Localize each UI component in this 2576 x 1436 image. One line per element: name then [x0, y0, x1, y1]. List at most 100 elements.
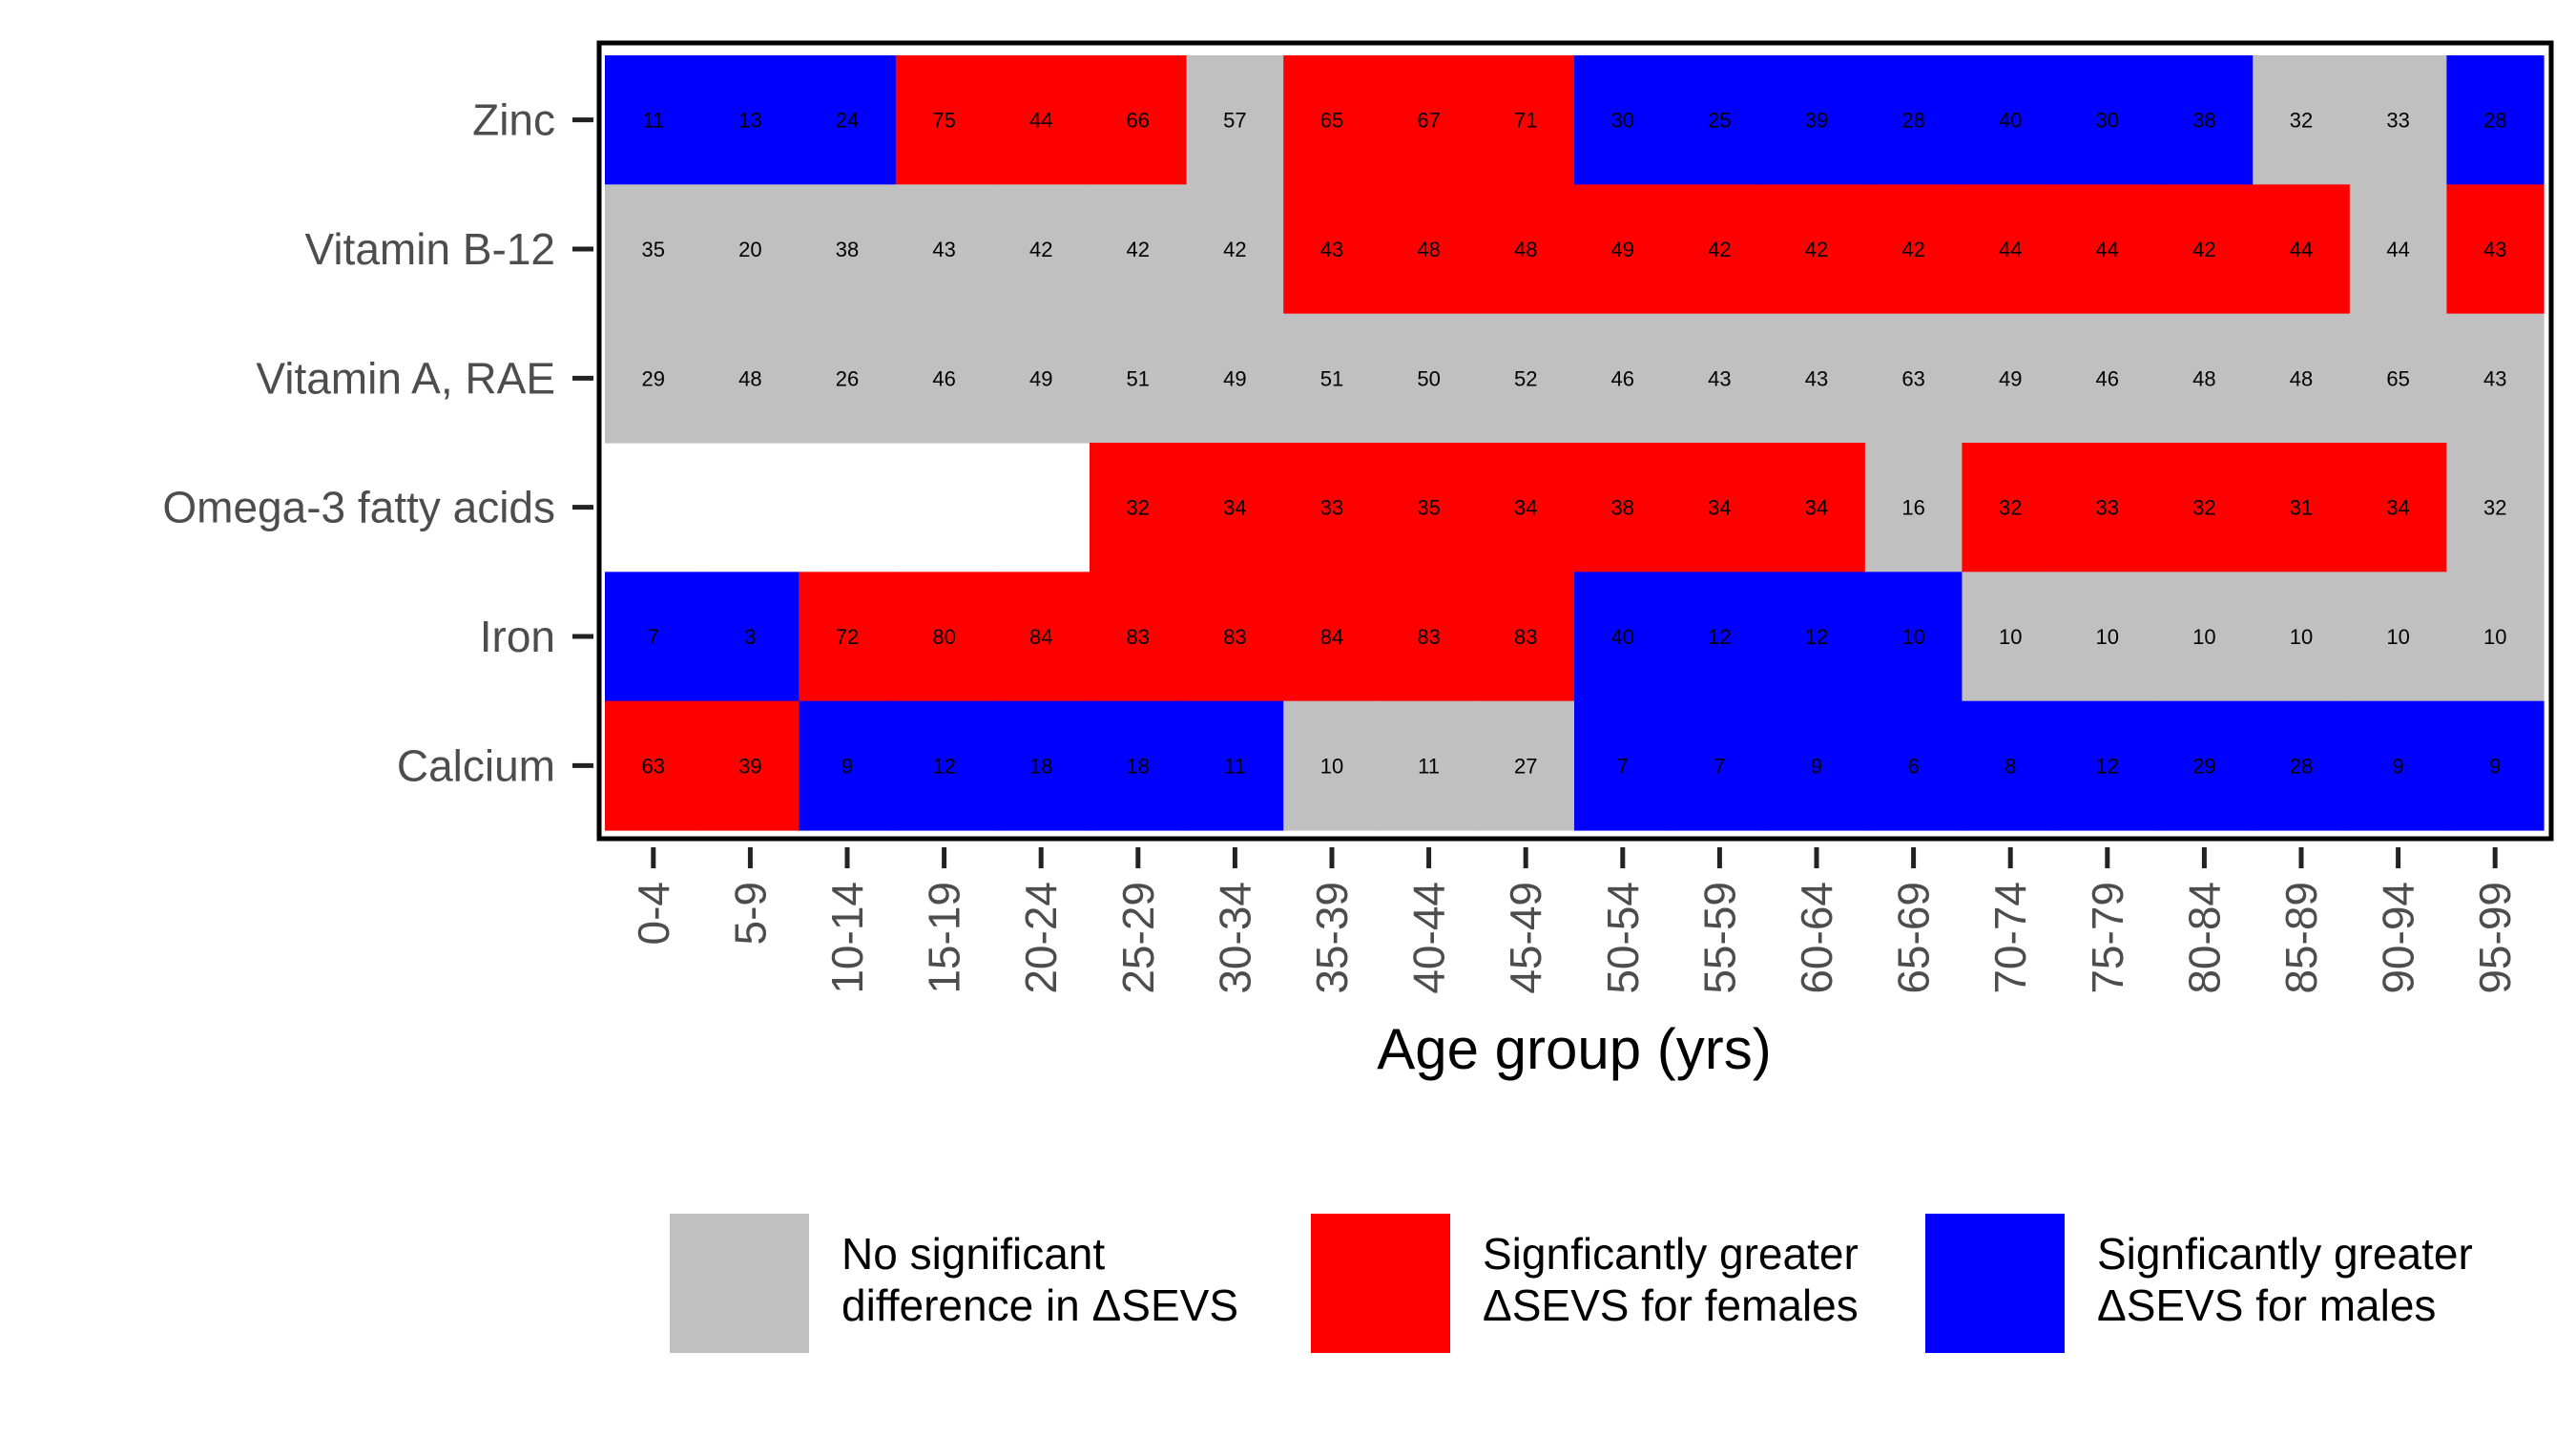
cell-value-label: 32: [1999, 496, 2022, 520]
heatmap-cell: [1380, 700, 1478, 831]
cell-value-label: 32: [2290, 109, 2313, 133]
cell-value-label: 44: [2290, 238, 2313, 261]
cell-value-label: 44: [2386, 238, 2409, 261]
heatmap-cell: [605, 700, 703, 831]
legend-label: ΔSEVS for females: [1483, 1280, 1859, 1330]
cell-value-label: 34: [1223, 496, 1246, 520]
cell-value-label: 32: [1127, 496, 1150, 520]
heatmap-cell: [1380, 184, 1478, 315]
cell-value-label: 33: [2096, 496, 2119, 520]
cell-value-label: 18: [1127, 754, 1150, 778]
legend-label: No significant: [841, 1229, 1105, 1279]
heatmap-cell: [895, 313, 993, 444]
heatmap-cell: [1090, 313, 1188, 444]
cell-value-label: 3: [744, 625, 756, 649]
cell-value-label: 33: [1320, 496, 1343, 520]
cell-value-label: 83: [1417, 625, 1440, 649]
cell-value-label: 49: [1223, 366, 1246, 390]
heatmap-cell: [1090, 184, 1188, 315]
cell-value-label: 40: [1611, 625, 1634, 649]
x-tick-label: 0-4: [629, 882, 678, 945]
cell-value-label: 34: [2386, 496, 2409, 520]
cell-value-label: 72: [836, 625, 859, 649]
cell-value-label: 34: [1514, 496, 1537, 520]
cell-value-label: 83: [1223, 625, 1246, 649]
cell-value-label: 35: [642, 238, 665, 261]
legend-label: ΔSEVS for males: [2097, 1280, 2436, 1330]
heatmap-cells: [605, 55, 2545, 831]
cell-value-label: 11: [1224, 754, 1246, 778]
heatmap-cell: [895, 700, 993, 831]
y-tick-label: Omega-3 fatty acids: [162, 483, 555, 532]
heatmap-cell: [605, 55, 703, 185]
cell-value-label: 63: [642, 754, 665, 778]
heatmap-cell: [1477, 184, 1575, 315]
heatmap-cell: [895, 55, 993, 185]
cell-value-label: 39: [738, 754, 761, 778]
cell-value-label: 29: [2192, 754, 2215, 778]
heatmap-cell: [2253, 184, 2351, 315]
cell-value-label: 32: [2192, 496, 2215, 520]
heatmap-cell: [2253, 55, 2351, 185]
heatmap-cell: [992, 55, 1091, 185]
cell-value-label: 42: [2192, 238, 2215, 261]
heatmap-cell: [1671, 313, 1769, 444]
cell-value-label: 46: [932, 366, 955, 390]
x-axis-title: Age group (yrs): [1377, 1017, 1772, 1081]
cell-value-label: 44: [1999, 238, 2022, 261]
cell-value-label: 8: [2005, 754, 2016, 778]
heatmap-cell: [2155, 313, 2254, 444]
heatmap-cell: [1574, 700, 1672, 831]
cell-value-label: 34: [1805, 496, 1828, 520]
heatmap-cell: [1768, 55, 1866, 185]
heatmap-cell: [1090, 700, 1188, 831]
heatmap-cell: [2446, 572, 2545, 702]
heatmap-cell-labels: 11 13 24 75 44 66 57 65 67 71 30 25 39 28 40 30 38 32 33 28…: [642, 109, 2507, 779]
cell-value-label: 38: [836, 238, 859, 261]
cell-value-label: 10: [2483, 625, 2506, 649]
heatmap-cell: [1090, 572, 1188, 702]
heatmap-cell: [1186, 443, 1284, 572]
heatmap-cell: [1186, 184, 1284, 315]
heatmap-cell: [1671, 700, 1769, 831]
heatmap-cell: [1864, 572, 1963, 702]
cell-value-label: 49: [1999, 366, 2022, 390]
cell-value-label: 38: [2192, 109, 2215, 133]
heatmap-cell: [1283, 184, 1381, 315]
heatmap-cell: [2155, 443, 2254, 572]
x-tick-label: 80-84: [2179, 882, 2229, 994]
cell-value-label: 12: [1708, 625, 1731, 649]
cell-value-label: 10: [1320, 754, 1343, 778]
cell-value-label: 39: [1805, 109, 1828, 133]
plot-border: [596, 40, 2554, 842]
cell-value-label: 7: [648, 625, 659, 649]
y-tick-label: Iron: [480, 612, 555, 661]
heatmap-cell: [1283, 55, 1381, 185]
cell-value-label: 49: [1029, 366, 1052, 390]
heatmap-cell: [701, 313, 800, 444]
cell-value-label: 10: [1901, 625, 1924, 649]
cell-value-label: 26: [836, 366, 859, 390]
heatmap-cell: [605, 184, 703, 315]
heatmap-cell: [799, 184, 897, 315]
heatmap-cell: [799, 700, 897, 831]
cell-value-label: 57: [1223, 109, 1246, 133]
cell-value-label: 31: [2290, 496, 2313, 520]
heatmap-cell: [2059, 313, 2157, 444]
cell-value-label: 9: [841, 754, 853, 778]
heatmap-cell: [799, 55, 897, 185]
heatmap-cell: [701, 55, 800, 185]
cell-value-label: 16: [1901, 496, 1924, 520]
cell-value-label: 48: [2192, 366, 2215, 390]
cell-value-label: 34: [1708, 496, 1731, 520]
x-tick-label: 5-9: [725, 882, 775, 945]
heatmap-cell: [1477, 700, 1575, 831]
heatmap-cell: [1962, 700, 2060, 831]
heatmap-cell: [2155, 572, 2254, 702]
legend-key: [1925, 1214, 2065, 1353]
heatmap-cell: [1477, 55, 1575, 185]
x-tick-label: 40-44: [1404, 882, 1454, 994]
cell-value-label: 29: [642, 366, 665, 390]
